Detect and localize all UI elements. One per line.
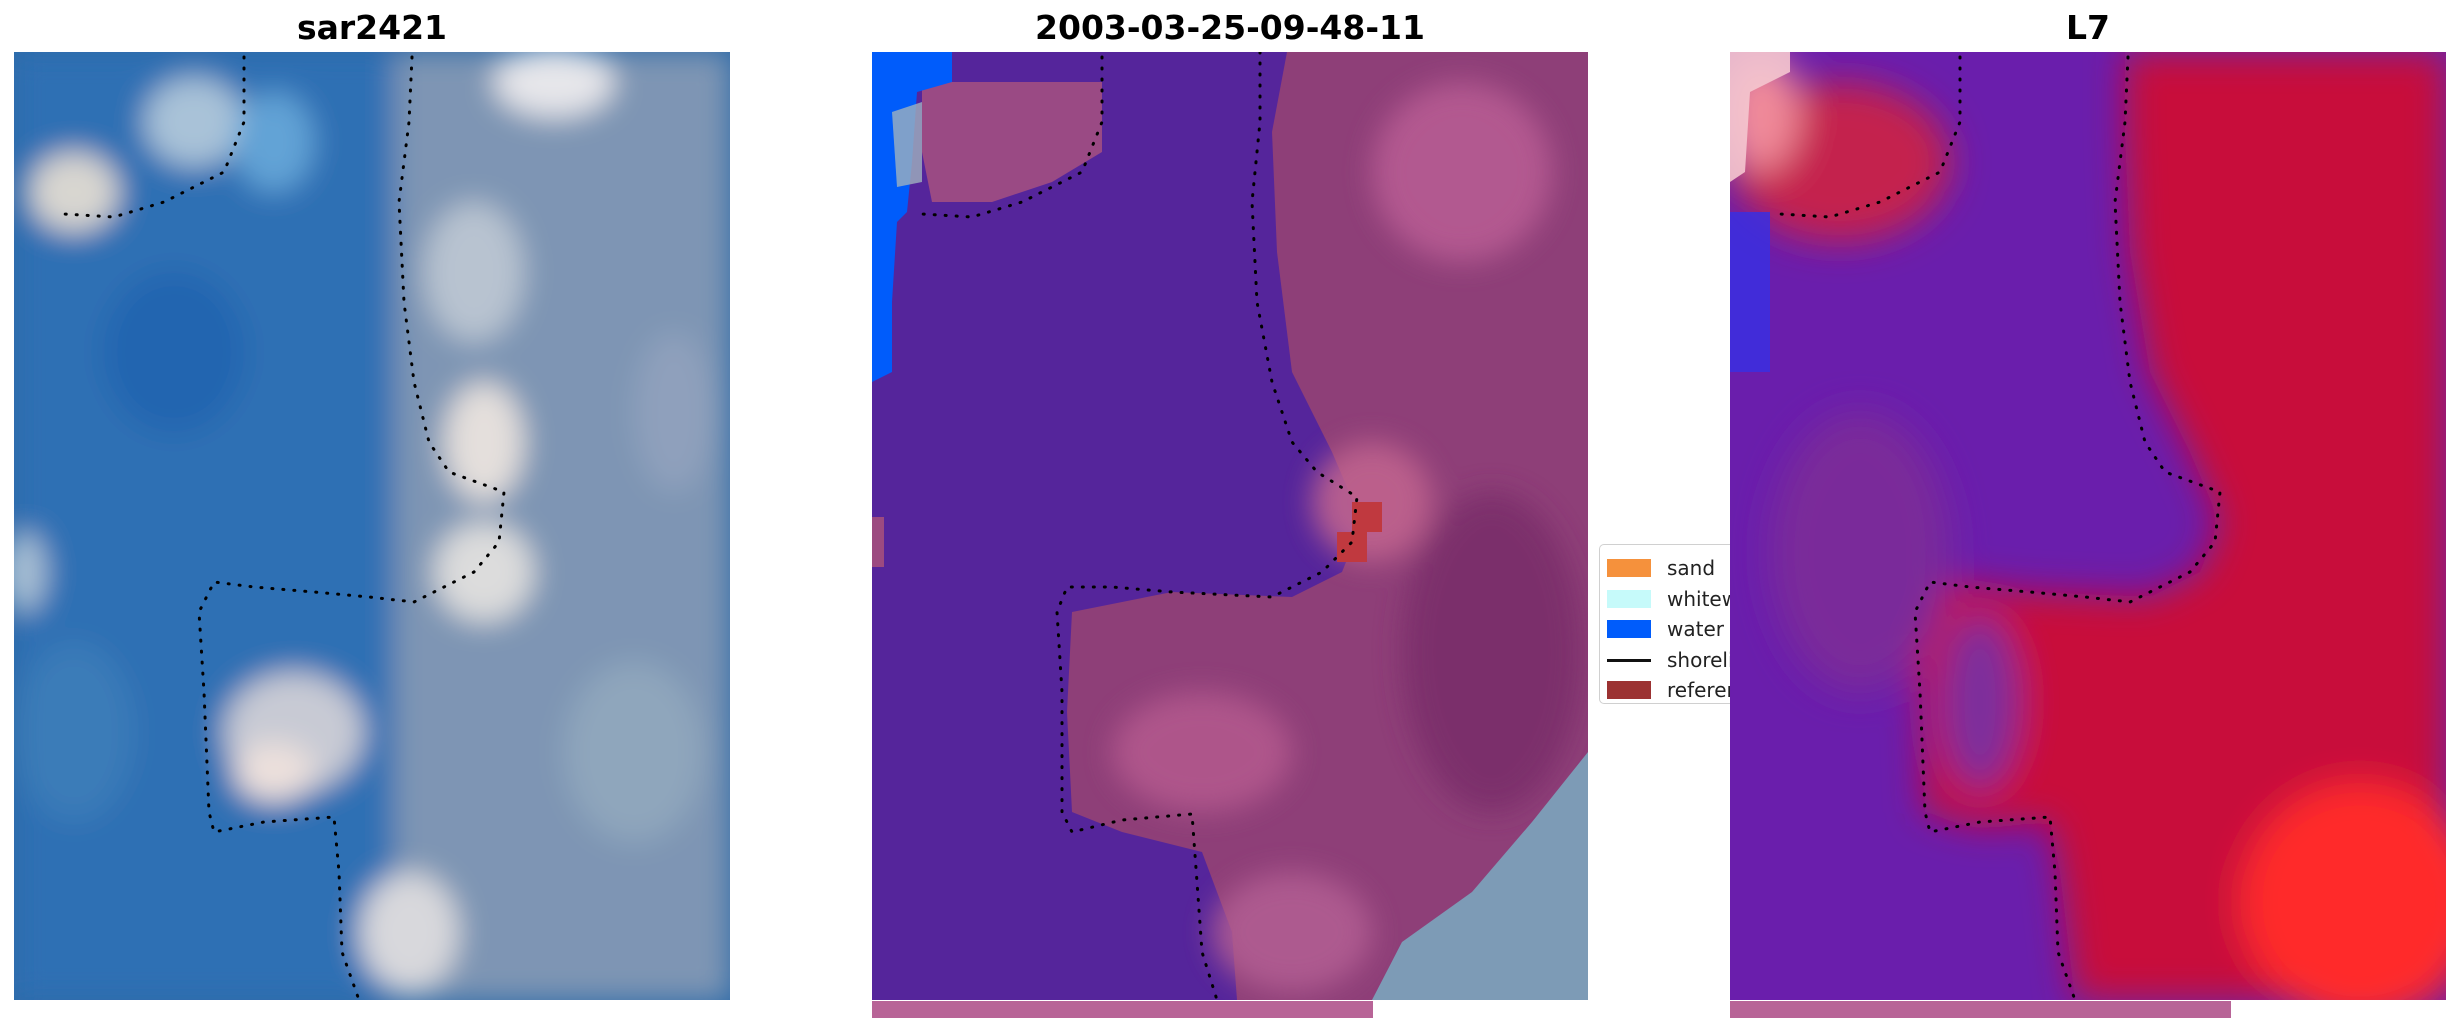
legend-swatch-whitewater xyxy=(1607,589,1651,608)
index-image-svg xyxy=(1730,52,2446,1000)
legend-item-sand: sand xyxy=(1600,553,1730,584)
rgb-image-svg xyxy=(14,52,730,1000)
legend-line-shoreline xyxy=(1607,651,1651,669)
legend-swatch-reference xyxy=(1607,681,1651,700)
legend-label: shoreline xyxy=(1667,647,1730,672)
panel-title: sar2421 xyxy=(296,8,448,47)
legend-label: sand xyxy=(1667,556,1716,581)
panel-title: L7 xyxy=(2066,8,2110,47)
progress-bar xyxy=(872,1001,1588,1018)
progress-fill xyxy=(1730,1001,2232,1018)
progress-fill xyxy=(872,1001,1374,1018)
panel-rgb: sar2421 xyxy=(14,0,730,1032)
legend-swatch-water xyxy=(1607,620,1651,639)
shoreline-overlay xyxy=(1778,55,2222,1000)
legend-swatch-sand xyxy=(1607,559,1651,578)
shoreline-overlay xyxy=(1055,52,1359,1000)
legend-item-reference-shoreline: reference shoreline xyxy=(1600,675,1730,703)
legend-label: reference shoreline xyxy=(1667,678,1730,703)
legend-item-shoreline: shoreline xyxy=(1600,645,1730,676)
rgb-satellite-image xyxy=(14,52,730,1000)
panel-title: 2003-03-25-09-48-11 xyxy=(1035,8,1425,47)
classified-image-svg xyxy=(872,52,1588,1000)
legend-item-water: water xyxy=(1600,614,1730,645)
panel-index: L7 xyxy=(1730,0,2446,1032)
index-image xyxy=(1730,52,2446,1000)
progress-bar xyxy=(1730,1001,2446,1018)
panel-classified: 2003-03-25-09-48-11 xyxy=(872,0,1588,1032)
legend-label: water xyxy=(1667,617,1724,642)
shoreline-overlay xyxy=(62,55,506,1000)
classified-image xyxy=(872,52,1588,1000)
